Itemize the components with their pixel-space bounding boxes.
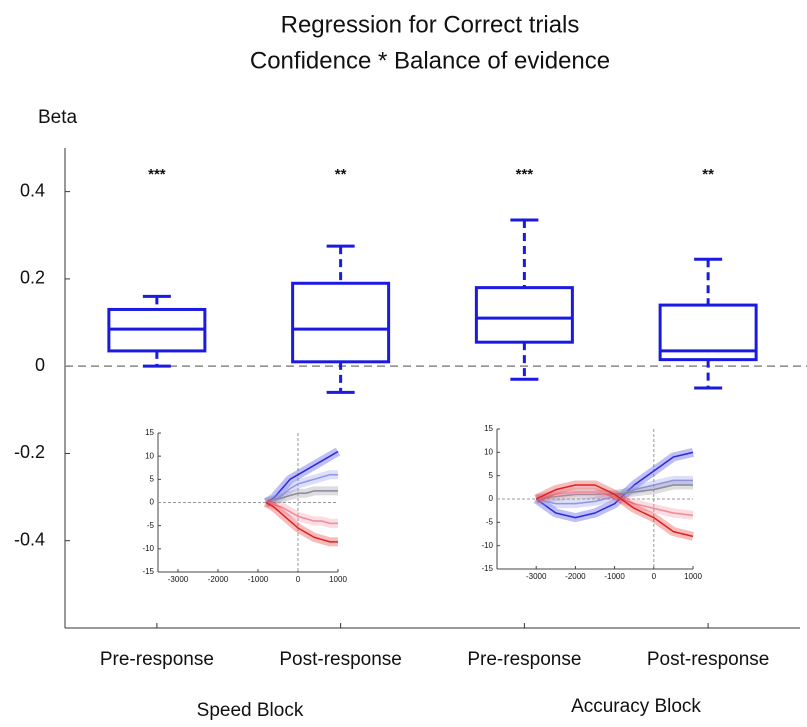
y-tick-label: 5 [489,471,494,480]
y-tick-label: 5 [150,474,155,483]
significance: *** [516,166,534,183]
line [265,501,338,543]
y-tick-label: 10 [145,451,154,460]
y-tick-label: -5 [486,517,494,526]
y-tick-label: -0.2 [14,442,45,462]
chart-subtitle: Confidence * Balance of evidence [250,47,610,74]
x-tick-label: -3000 [168,575,189,584]
x-tick-label: 1000 [329,575,347,584]
box [291,281,391,364]
y-tick-label: -15 [481,564,493,573]
line [265,473,338,504]
chart-title: Regression for Correct trials [281,11,580,38]
group-label: Speed Block [197,700,304,721]
significance: *** [148,166,166,183]
significance: ** [335,166,347,183]
x-tick-label: -3000 [526,572,547,581]
line [535,451,694,519]
y-tick-label: 0.2 [20,268,45,288]
y-tick-label: 10 [484,447,493,456]
x-tick-label: 0 [652,572,657,581]
y-tick-label: -0.4 [14,529,45,549]
y-tick-label: 0.4 [20,180,45,200]
x-tick-label: -1000 [248,575,269,584]
line [536,491,694,517]
y-tick-label: -10 [142,544,154,553]
line [265,450,339,504]
y-axis-label: Beta [38,107,78,128]
y-tick-label: -5 [147,521,155,530]
line [265,501,338,525]
x-tick-label: Pre-response [467,649,581,670]
x-tick-label: -1000 [604,572,625,581]
x-tick-label: Pre-response [100,649,214,670]
y-tick-label: 0 [35,355,45,375]
x-tick-label: -2000 [565,572,586,581]
line [265,490,338,504]
box [658,303,758,362]
box [474,286,574,344]
y-tick-label: 15 [145,428,154,437]
y-tick-label: -10 [481,541,493,550]
significance: ** [702,166,714,183]
x-tick-label: Post-response [279,649,402,670]
y-tick-label: 15 [484,424,493,433]
x-tick-label: -2000 [208,575,229,584]
x-tick-label: 0 [296,575,301,584]
line [535,484,694,538]
x-tick-label: Post-response [647,649,770,670]
x-tick-label: 1000 [684,572,702,581]
y-tick-label: -15 [142,567,154,576]
y-tick-label: 0 [489,494,494,503]
y-tick-label: 0 [150,498,155,507]
group-label: Accuracy Block [571,696,701,717]
